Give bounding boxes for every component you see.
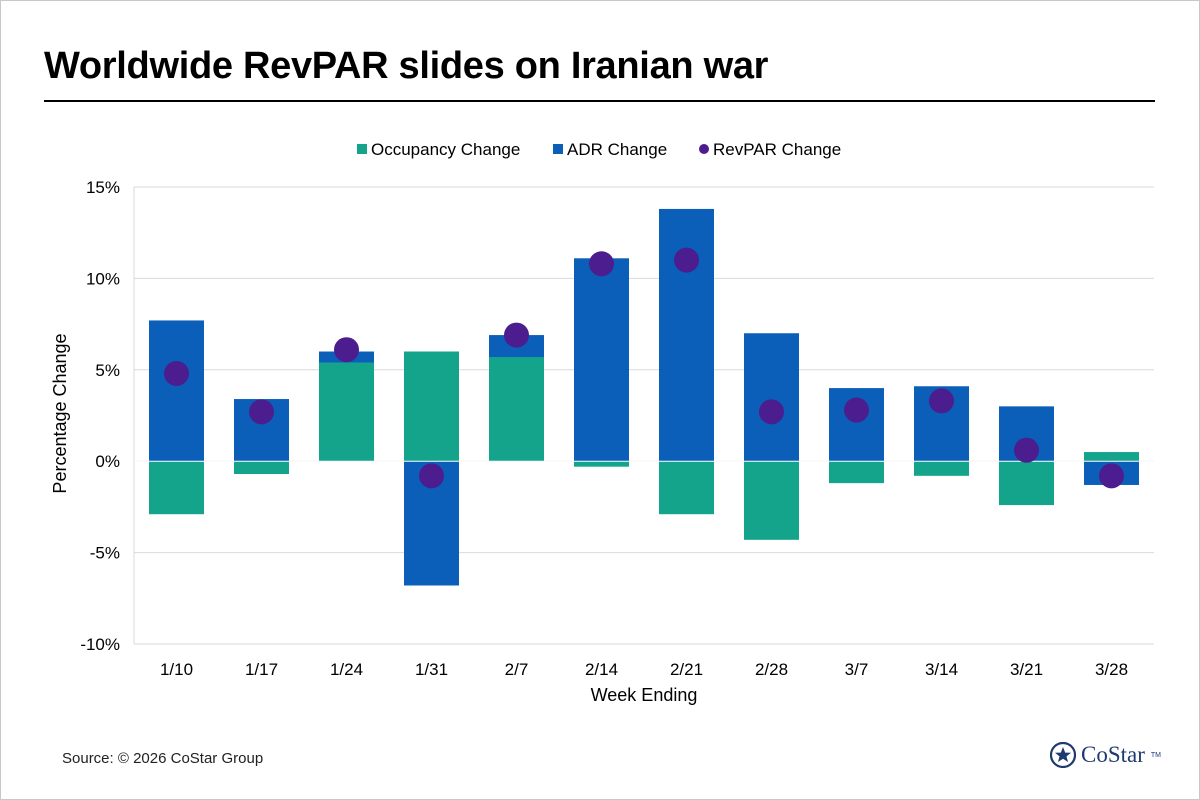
adr-bar bbox=[149, 320, 204, 462]
revpar-marker bbox=[334, 337, 359, 363]
x-tick-label: 3/14 bbox=[925, 660, 958, 679]
x-tick-label: 3/21 bbox=[1010, 660, 1043, 679]
occupancy-bar bbox=[829, 461, 884, 484]
x-tick-label: 3/28 bbox=[1095, 660, 1128, 679]
adr-bar bbox=[659, 208, 714, 462]
occupancy-bar bbox=[574, 461, 629, 467]
occupancy-bar bbox=[744, 461, 799, 540]
revpar-marker bbox=[674, 247, 699, 273]
revpar-marker bbox=[504, 322, 529, 348]
costar-star-icon bbox=[1050, 742, 1076, 768]
y-tick-label: -5% bbox=[90, 544, 120, 563]
x-axis-title: Week Ending bbox=[591, 685, 698, 705]
adr-bar bbox=[744, 333, 799, 462]
y-tick-label: 15% bbox=[86, 178, 120, 197]
revpar-marker bbox=[164, 360, 189, 386]
occupancy-bar bbox=[319, 362, 374, 462]
y-axis-title: Percentage Change bbox=[50, 333, 70, 493]
legend-label: ADR Change bbox=[567, 140, 667, 159]
x-tick-label: 2/28 bbox=[755, 660, 788, 679]
legend-swatch bbox=[699, 144, 709, 154]
occupancy-bar bbox=[404, 351, 459, 462]
x-tick-label: 2/21 bbox=[670, 660, 703, 679]
y-tick-label: -10% bbox=[80, 635, 120, 654]
revpar-marker bbox=[419, 463, 444, 489]
title-divider bbox=[44, 100, 1155, 102]
costar-logo: CoStar TM bbox=[1050, 742, 1161, 768]
occupancy-bar bbox=[659, 461, 714, 515]
revpar-marker bbox=[759, 399, 784, 425]
y-tick-label: 10% bbox=[86, 269, 120, 288]
logo-wordmark: CoStar bbox=[1081, 742, 1145, 767]
legend-swatch bbox=[553, 144, 563, 154]
revpar-marker bbox=[929, 388, 954, 414]
logo-trademark: TM bbox=[1150, 751, 1161, 759]
revpar-marker bbox=[844, 397, 869, 423]
occupancy-bar bbox=[999, 461, 1054, 506]
x-tick-label: 1/31 bbox=[415, 660, 448, 679]
occupancy-bar bbox=[234, 461, 289, 474]
revpar-marker bbox=[1014, 437, 1039, 463]
occupancy-bar bbox=[149, 461, 204, 515]
revpar-marker bbox=[249, 399, 274, 425]
x-tick-label: 2/7 bbox=[505, 660, 529, 679]
y-tick-label: 0% bbox=[95, 452, 120, 471]
x-tick-label: 2/14 bbox=[585, 660, 618, 679]
x-tick-label: 1/10 bbox=[160, 660, 193, 679]
revpar-marker bbox=[589, 251, 614, 277]
y-tick-label: 5% bbox=[95, 361, 120, 380]
source-note: Source: © 2026 CoStar Group bbox=[62, 750, 264, 767]
x-tick-label: 1/17 bbox=[245, 660, 278, 679]
occupancy-bar bbox=[489, 357, 544, 462]
legend-label: Occupancy Change bbox=[371, 140, 520, 159]
legend-swatch bbox=[357, 144, 367, 154]
adr-bar bbox=[574, 258, 629, 462]
page-title: Worldwide RevPAR slides on Iranian war bbox=[44, 45, 769, 87]
revpar-marker bbox=[1099, 463, 1124, 489]
x-tick-label: 1/24 bbox=[330, 660, 363, 679]
occupancy-bar bbox=[1084, 452, 1139, 462]
x-tick-label: 3/7 bbox=[845, 660, 869, 679]
occupancy-bar bbox=[914, 461, 969, 476]
legend-label: RevPAR Change bbox=[713, 140, 841, 159]
